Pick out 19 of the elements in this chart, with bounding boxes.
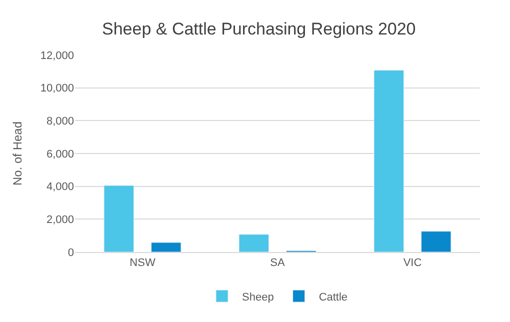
y-tick-label: 6,000 — [46, 148, 74, 160]
y-tick-label: 8,000 — [46, 116, 74, 128]
y-tick-label: 0 — [68, 246, 74, 259]
y-axis-title: No. of Head — [10, 121, 25, 186]
x-tick-label: NSW — [130, 257, 156, 270]
y-tick-label: 4,000 — [46, 181, 74, 194]
bar — [238, 234, 269, 252]
bar — [421, 231, 452, 252]
y-tick-label: 2,000 — [46, 214, 74, 226]
legend-label: Cattle — [318, 291, 348, 304]
bar — [374, 70, 404, 252]
bar — [151, 242, 182, 252]
y-tick-label: 10,000 — [40, 82, 74, 95]
x-tick-label: VIC — [403, 257, 422, 270]
chart-title: Sheep & Cattle Purchasing Regions 2020 — [102, 19, 416, 38]
y-tick-label: 12,000 — [40, 50, 74, 62]
legend-label: Sheep — [242, 291, 274, 304]
bar — [104, 185, 134, 252]
x-tick-label: SA — [270, 257, 286, 270]
